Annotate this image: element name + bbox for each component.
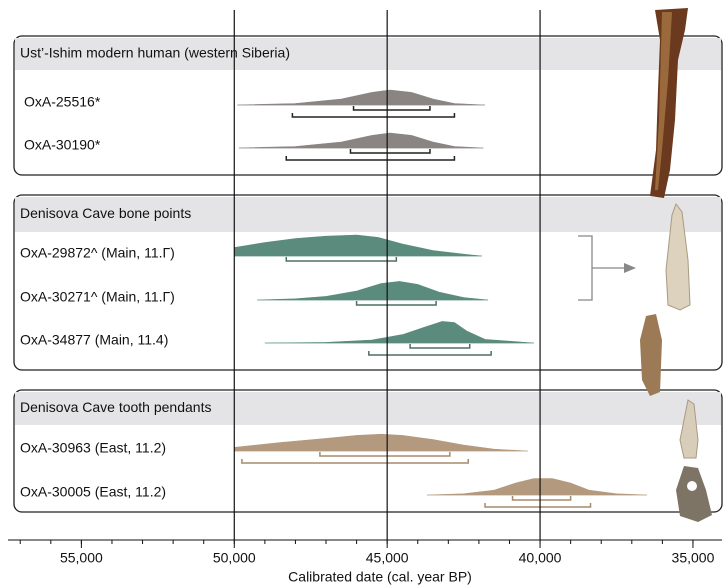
panel-title: Ust’-Ishim modern human (western Siberia… [20,45,290,61]
page: {"chart_data": {"type": "range", "xlabel… [0,0,726,588]
sample-label: OxA-29872^ (Main, 11.Г) [20,245,175,261]
chart: Ust’-Ishim modern human (western Siberia… [0,0,726,588]
sample-label: OxA-25516* [24,94,101,110]
panel-title: Denisova Cave bone points [20,205,191,221]
pendant-hole [687,481,697,491]
x-tick-label: 35,000 [672,550,715,566]
sample-label: OxA-30005 (East, 11.2) [20,484,166,500]
sample-label: OxA-30963 (East, 11.2) [20,440,166,456]
x-axis-label: Calibrated date (cal. year BP) [288,569,472,585]
x-tick-label: 40,000 [519,550,562,566]
panel-title: Denisova Cave tooth pendants [20,399,211,415]
sample-label: OxA-30271^ (Main, 11.Г) [20,289,175,305]
x-tick-label: 55,000 [60,550,103,566]
x-tick-label: 45,000 [366,550,409,566]
x-tick-label: 50,000 [213,550,256,566]
sample-label: OxA-30190* [24,137,101,153]
sample-label: OxA-34877 (Main, 11.4) [20,332,168,348]
